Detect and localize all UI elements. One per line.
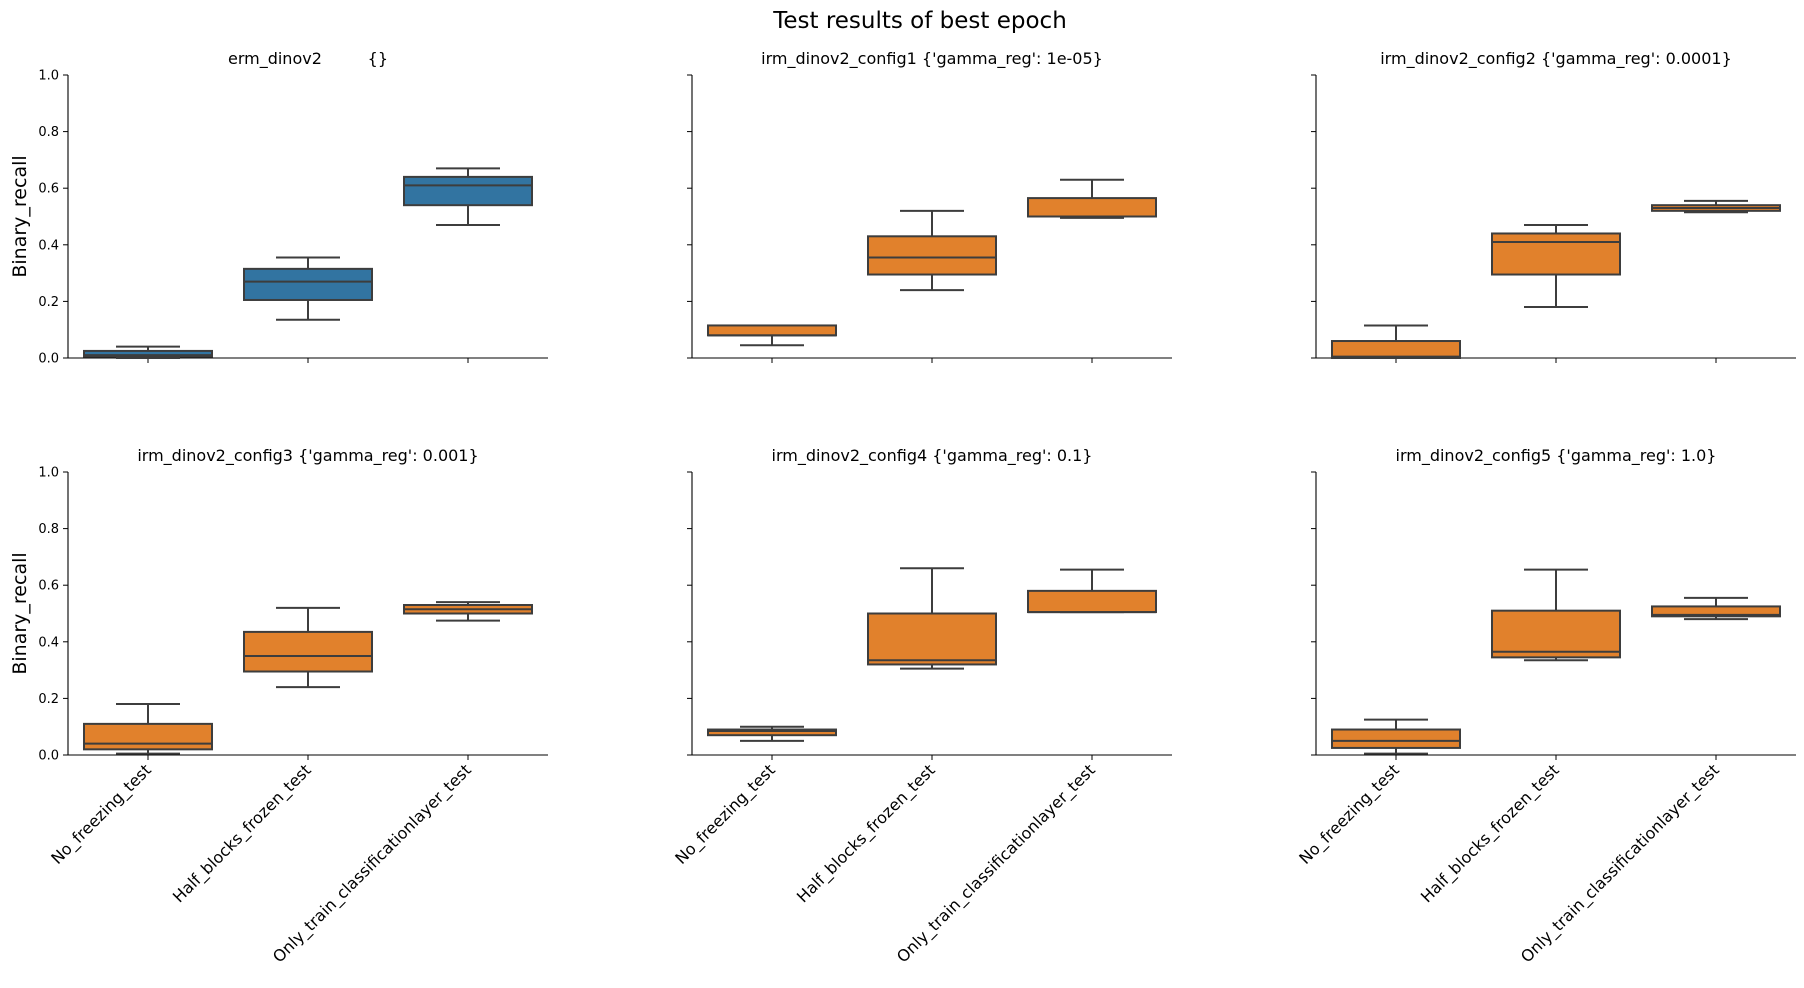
- y-tick-label: 0.4: [38, 635, 59, 650]
- box-Only_train_classificationlayer_test: [403, 601, 533, 622]
- x-tick-label: No_freezing_test: [47, 760, 155, 868]
- box-Half_blocks_frozen_test: [867, 209, 997, 292]
- iqr-box: [1651, 605, 1781, 618]
- box-Half_blocks_frozen_test: [867, 567, 997, 670]
- subplot-title: irm_dinov2_config4 {'gamma_reg': 0.1}: [772, 446, 1093, 466]
- y-tick-label: 0.6: [38, 182, 59, 197]
- iqr-box: [1491, 232, 1621, 276]
- subplot-5: irm_dinov2_config4 {'gamma_reg': 0.1} No_…: [671, 446, 1172, 967]
- box-Half_blocks_frozen_test: [243, 606, 373, 689]
- box-Only_train_classificationlayer_test: [1651, 199, 1781, 214]
- iqr-box: [867, 235, 997, 276]
- x-tick-label: Only_train_classificationlayer_test: [893, 760, 1100, 967]
- iqr-box: [1027, 197, 1157, 218]
- box-Only_train_classificationlayer_test: [403, 167, 533, 226]
- y-tick-label: 1.0: [38, 69, 59, 84]
- y-axis-label: Binary_recall: [9, 155, 31, 277]
- x-tick-label: No_freezing_test: [1295, 760, 1403, 868]
- y-tick-label: 0.2: [38, 295, 59, 310]
- y-tick-label: 0.6: [38, 579, 59, 594]
- box-Only_train_classificationlayer_test: [1651, 596, 1781, 621]
- subplot-6: irm_dinov2_config5 {'gamma_reg': 1.0} No_…: [1295, 446, 1796, 967]
- box-Half_blocks_frozen_test: [243, 256, 373, 321]
- y-axis-label: Binary_recall: [9, 552, 31, 674]
- subplot-title: irm_dinov2_config2 {'gamma_reg': 0.0001}: [1380, 49, 1732, 69]
- figure-title: Test results of best epoch: [772, 8, 1067, 34]
- x-tick-label: No_freezing_test: [671, 760, 779, 868]
- iqr-box: [1491, 609, 1621, 659]
- box-Only_train_classificationlayer_test: [1027, 568, 1157, 614]
- y-tick-label: 0.2: [38, 692, 59, 707]
- iqr-box: [83, 349, 213, 358]
- y-tick-label: 0.4: [38, 238, 59, 253]
- iqr-box: [243, 267, 373, 301]
- x-tick-label: Only_train_classificationlayer_test: [1517, 760, 1724, 967]
- box-No_freezing_test: [83, 703, 213, 755]
- box-Only_train_classificationlayer_test: [1027, 178, 1157, 219]
- box-No_freezing_test: [83, 345, 213, 359]
- subplot-1: erm_dinov2 {} 0.0 0.2 0.4 0.6 0.8 1.0 Binary_re…: [9, 49, 548, 367]
- iqr-box: [867, 612, 997, 666]
- box-Half_blocks_frozen_test: [1491, 568, 1621, 662]
- y-tick-label: 0.8: [38, 522, 59, 537]
- subplot-title: erm_dinov2 {}: [228, 49, 388, 69]
- subplot-title: irm_dinov2_config3 {'gamma_reg': 0.001}: [137, 446, 478, 466]
- subplot-2: irm_dinov2_config1 {'gamma_reg': 1e-05}: [687, 49, 1172, 363]
- iqr-box: [707, 728, 837, 737]
- subplot-title: irm_dinov2_config5 {'gamma_reg': 1.0}: [1396, 446, 1717, 466]
- x-tick-label: Half_blocks_frozen_test: [1417, 760, 1564, 907]
- iqr-box: [1331, 728, 1461, 749]
- iqr-box: [707, 324, 837, 337]
- iqr-box: [403, 175, 533, 207]
- box-No_freezing_test: [707, 725, 837, 742]
- box-No_freezing_test: [1331, 324, 1461, 359]
- y-tick-label: 1.0: [38, 466, 59, 481]
- subplot-3: irm_dinov2_config2 {'gamma_reg': 0.0001}: [1311, 49, 1796, 363]
- iqr-box: [1027, 589, 1157, 614]
- box-Half_blocks_frozen_test: [1491, 223, 1621, 309]
- iqr-box: [243, 630, 373, 673]
- subplot-4: irm_dinov2_config3 {'gamma_reg': 0.001} 0…: [9, 446, 548, 967]
- x-tick-label: Half_blocks_frozen_test: [169, 760, 316, 907]
- box-No_freezing_test: [1331, 718, 1461, 755]
- iqr-box: [83, 722, 213, 751]
- iqr-box: [1331, 340, 1461, 359]
- x-tick-label: Half_blocks_frozen_test: [793, 760, 940, 907]
- subplot-title: irm_dinov2_config1 {'gamma_reg': 1e-05}: [761, 49, 1103, 69]
- y-tick-label: 0.8: [38, 125, 59, 140]
- y-tick-label: 0.0: [38, 352, 59, 367]
- box-No_freezing_test: [707, 324, 837, 347]
- x-tick-label: Only_train_classificationlayer_test: [269, 760, 476, 967]
- y-tick-label: 0.0: [38, 749, 59, 764]
